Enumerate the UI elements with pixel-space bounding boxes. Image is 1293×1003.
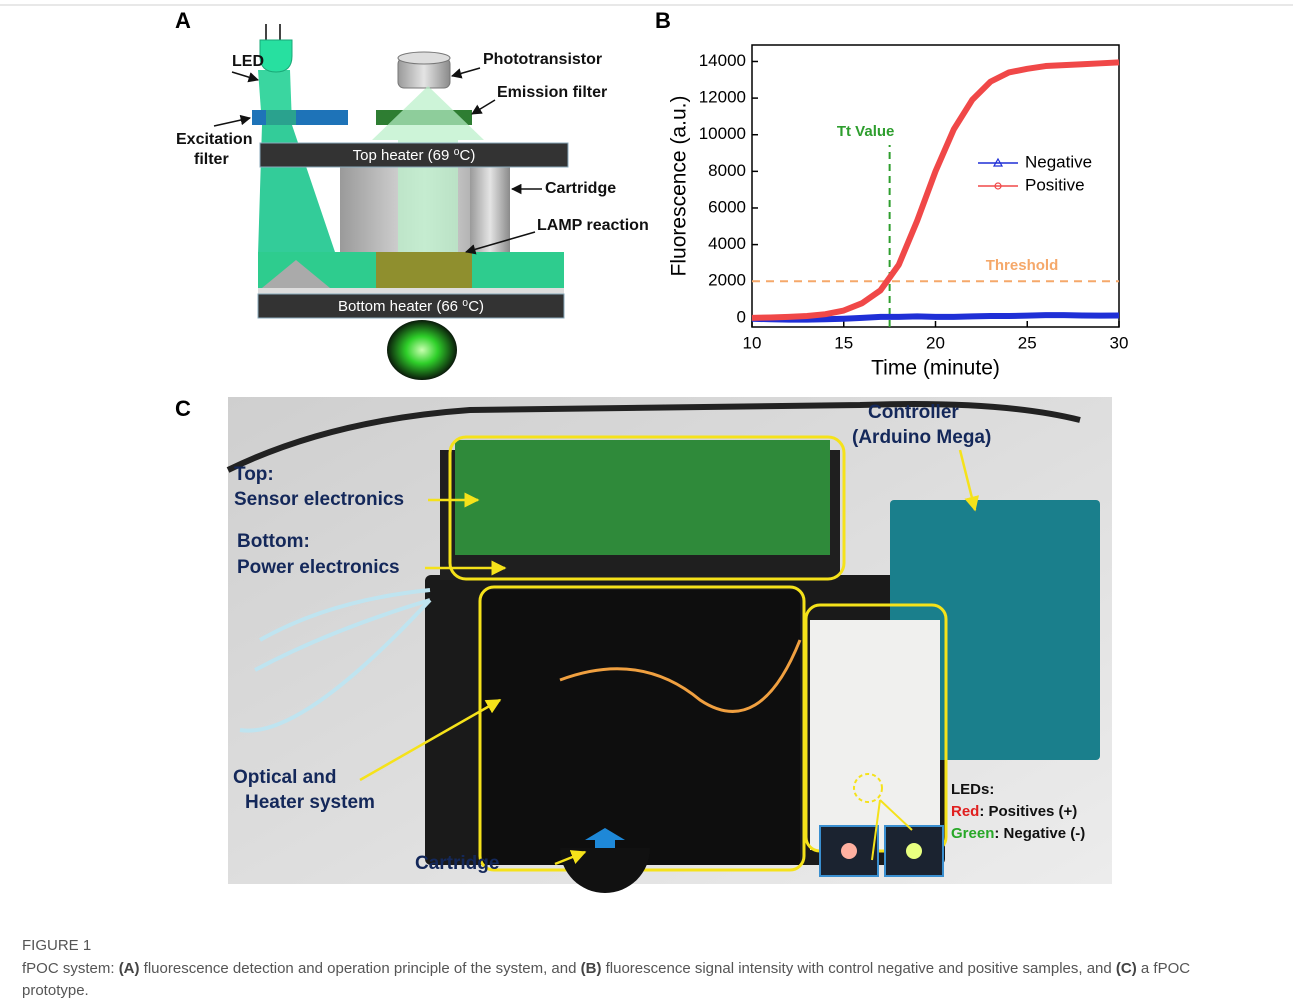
label: filter [194, 151, 229, 168]
threshold-label: Threshold [986, 257, 1059, 274]
breadboard [810, 620, 940, 850]
caption-segment: fluorescence detection and operation pri… [140, 960, 581, 977]
panel-label: B [655, 8, 671, 33]
y-tick-label: 0 [737, 307, 746, 326]
y-tick-label: 6000 [708, 197, 746, 216]
caption-segment: fPOC system: [22, 960, 119, 977]
label: Red: Positives (+) [951, 803, 1077, 820]
panel-label: A [175, 8, 191, 33]
figure-label: FIGURE 1 [22, 935, 1252, 957]
led [260, 40, 292, 72]
x-tick-label: 20 [926, 333, 945, 352]
label: Optical and [233, 767, 336, 788]
label: Controller [868, 402, 959, 423]
label: Green: Negative (-) [951, 825, 1085, 842]
label: LAMP reaction [537, 217, 649, 234]
label: Cartridge [415, 853, 499, 874]
x-tick-label: 15 [834, 333, 853, 352]
page-body: { "panels": { "a": { "label": "A", "led"… [0, 0, 1293, 1003]
y-tick-label: 12000 [699, 88, 746, 107]
separator [258, 288, 564, 294]
x-tick-label: 10 [743, 333, 762, 352]
panel-c: C Controller (Arduino Mega) Top: Sensor … [175, 396, 1112, 893]
y-tick-label: 8000 [708, 161, 746, 180]
label: Sensor electronics [234, 489, 404, 510]
x-axis-label: Time (minute) [871, 357, 1000, 380]
tt-label: Tt Value [837, 123, 895, 140]
sensor-pcb [455, 440, 830, 555]
panel-a: A Top heater (69 ⁰C) Bottom heater (66 ⁰… [175, 8, 649, 380]
label: Power electronics [237, 557, 400, 578]
y-tick-label: 10000 [699, 124, 746, 143]
label-text: : Positives (+) [979, 803, 1077, 820]
label-red: Red [951, 803, 979, 820]
arrow [214, 118, 250, 126]
label: Phototransistor [483, 51, 602, 68]
x-tick-label: 25 [1018, 333, 1037, 352]
y-tick-label: 2000 [708, 271, 746, 290]
label: LEDs: [951, 781, 994, 798]
legend-label: Negative [1025, 152, 1092, 171]
caption-panel-ref: (C) [1116, 960, 1137, 977]
label: (Arduino Mega) [852, 427, 991, 448]
label: Excitation [176, 131, 252, 148]
label: LED [232, 53, 264, 70]
caption-text: fPOC system: (A) fluorescence detection … [22, 958, 1252, 1002]
panel-label: C [175, 396, 191, 421]
y-tick-label: 4000 [708, 234, 746, 253]
caption-panel-ref: (B) [581, 960, 602, 977]
y-tick-label: 14000 [699, 51, 746, 70]
caption-segment: fluorescence signal intensity with contr… [601, 960, 1115, 977]
x-tick-label: 30 [1110, 333, 1129, 352]
label: Emission filter [497, 84, 607, 101]
label: Heater system [245, 792, 375, 813]
caption: FIGURE 1 fPOC system: (A) fluorescence d… [22, 935, 1252, 1002]
caption-panel-ref: (A) [119, 960, 140, 977]
label: Top: [234, 464, 274, 485]
label-green: Green [951, 825, 994, 842]
filter-overlap [266, 110, 296, 125]
page: Figure body { margin: 0; width: 1293px; … [0, 0, 1293, 1003]
green-led-photo [387, 320, 457, 380]
label: Cartridge [545, 180, 616, 197]
panel-b: B 0 2000 4000 6000 8000 10000 12000 14000 10 15 20… [655, 8, 1128, 380]
legend-label: Positive [1025, 175, 1085, 194]
green-led [906, 843, 922, 859]
heater-plate [480, 590, 800, 865]
arrow [452, 68, 480, 76]
arrow [232, 72, 258, 80]
red-led [841, 843, 857, 859]
arrow [472, 100, 495, 114]
figure: A Top heater (69 ⁰C) Bottom heater (66 ⁰… [0, 0, 1293, 930]
cartridge-photo [560, 848, 650, 893]
top-heater-label: Top heater (69 ⁰C) [353, 147, 476, 164]
y-axis-label: Fluorescence (a.u.) [668, 96, 691, 277]
label: Bottom: [237, 531, 310, 552]
lamp-reaction [376, 252, 472, 288]
bottom-heater-label: Bottom heater (66 ⁰C) [338, 298, 484, 315]
phototransistor-top [398, 52, 450, 64]
label-text: : Negative (-) [994, 825, 1085, 842]
